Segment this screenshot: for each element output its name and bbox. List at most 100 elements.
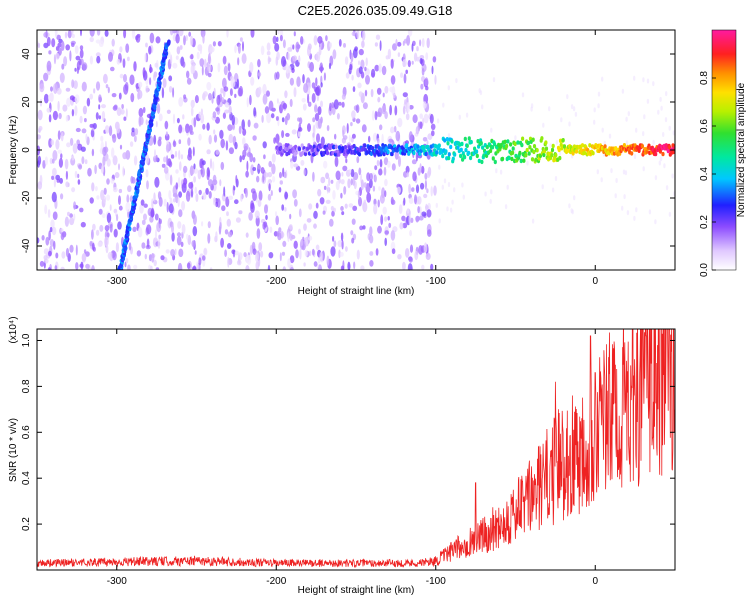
spectrogram-noise-blob: [257, 59, 261, 68]
spectrogram-noise-blob: [352, 175, 355, 187]
spectrogram-noise-blob: [314, 113, 320, 121]
spectrogram-noise-blob: [125, 258, 129, 264]
spectrogram-line-point: [666, 148, 670, 154]
spectrogram-noise-blob: [157, 191, 162, 200]
spectrogram-noise-blob: [417, 196, 422, 205]
spectrogram-noise-blob: [246, 160, 249, 172]
spectrogram-noise-blob: [288, 224, 293, 230]
spectrogram-noise-blob: [149, 66, 153, 73]
spectrogram-noise-blob: [255, 261, 260, 270]
spectrogram-noise-blob: [65, 247, 70, 258]
spectrogram-noise-blob: [56, 87, 62, 95]
spectrogram-noise-blob: [60, 266, 65, 270]
spectrogram-line-point: [469, 155, 473, 161]
spectrogram-noise-blob: [154, 62, 159, 68]
spectrogram-noise-blob: [307, 123, 311, 132]
spectrogram-noise-blob: [379, 124, 383, 131]
spectrogram-line-point: [538, 153, 543, 158]
spectrogram-faint-blob: [451, 199, 454, 205]
spectrogram-faint-blob: [672, 130, 675, 136]
spectrogram-line-point: [481, 145, 485, 150]
spectrogram-noise-blob: [406, 171, 410, 178]
spectrogram-noise-blob: [268, 160, 273, 168]
spectrogram-faint-blob: [551, 187, 555, 193]
spectrogram-line-point: [571, 151, 575, 156]
spectrogram-noise-blob: [351, 218, 356, 225]
spectrogram-noise-blob: [419, 58, 423, 65]
spectrogram-noise-blob: [47, 267, 52, 270]
spectrogram-noise-blob: [117, 221, 122, 230]
spectrogram-noise-blob: [340, 265, 345, 270]
spectrogram-noise-blob: [166, 109, 171, 115]
spectrogram-noise-blob: [361, 124, 367, 133]
spectrogram-noise-blob: [121, 104, 124, 109]
spectrogram-noise-blob: [378, 63, 382, 73]
spectrogram-noise-blob: [369, 251, 374, 256]
spectrogram-noise-blob: [176, 46, 181, 55]
spectrogram-line-point: [443, 138, 447, 143]
spectrogram-noise-blob: [198, 189, 202, 195]
spectrogram-noise-blob: [257, 199, 262, 207]
spectrogram-faint-blob: [504, 204, 508, 210]
spectrogram-noise-blob: [208, 134, 212, 145]
spectrogram-noise-blob: [273, 137, 276, 144]
spectrogram-faint-blob: [659, 156, 663, 162]
spectrogram-noise-blob: [376, 137, 380, 144]
spectrogram-noise-blob: [193, 163, 196, 170]
spectrogram-noise-blob: [52, 150, 58, 161]
y-tick-label: 0.2: [21, 517, 32, 531]
spectrogram-noise-blob: [331, 210, 335, 217]
spectrogram-noise-blob: [372, 132, 378, 142]
spectrogram-x-label: Height of straight line (km): [298, 286, 415, 297]
spectrogram-noise-blob: [65, 87, 71, 92]
spectrogram-noise-blob: [104, 236, 109, 247]
spectrogram-noise-blob: [281, 230, 284, 239]
spectrogram-line-point: [542, 149, 547, 154]
spectrogram-line-point: [450, 139, 454, 144]
spectrogram-noise-blob: [111, 147, 115, 158]
spectrogram-noise-blob: [62, 104, 68, 112]
spectrogram-noise-blob: [389, 104, 392, 116]
spectrogram-streak-point: [167, 39, 171, 45]
spectrogram-noise-blob: [242, 137, 246, 146]
spectrogram-faint-blob: [446, 206, 449, 212]
spectrogram-line-point: [550, 147, 555, 153]
spectrogram-line-point: [622, 143, 627, 148]
spectrogram-noise-blob: [421, 38, 425, 48]
spectrogram-noise-blob: [338, 39, 342, 47]
spectrogram-noise-blob: [351, 74, 354, 81]
spectrogram-noise-blob: [71, 109, 75, 117]
spectrogram-line-point: [532, 144, 537, 149]
spectrogram-noise-blob: [320, 82, 323, 88]
spectrogram-faint-blob: [596, 169, 599, 175]
spectrogram-faint-blob: [478, 88, 481, 94]
spectrogram-noise-blob: [199, 58, 205, 67]
spectrogram-noise-blob: [103, 187, 107, 195]
spectrogram-noise-blob: [49, 157, 53, 165]
spectrogram-noise-blob: [195, 193, 199, 203]
spectrogram-noise-blob: [352, 86, 356, 93]
y-tick-label: 0.6: [21, 425, 32, 439]
spectrogram-faint-blob: [573, 195, 576, 201]
spectrogram-noise-blob: [221, 205, 226, 212]
spectrogram-noise-blob: [198, 133, 202, 141]
spectrogram-noise-blob: [53, 54, 57, 65]
spectrogram-noise-blob: [328, 177, 331, 187]
spectrogram-noise-blob: [224, 109, 230, 114]
spectrogram-noise-blob: [270, 113, 275, 119]
spectrogram-noise-blob: [60, 228, 64, 233]
spectrogram-noise-blob: [406, 101, 411, 113]
spectrogram-noise-blob: [177, 196, 180, 208]
spectrogram-noise-blob: [123, 30, 127, 39]
spectrogram-line-point: [424, 151, 428, 157]
spectrogram-noise-blob: [249, 61, 254, 73]
spectrogram-line-point: [511, 146, 515, 151]
spectrogram-noise-blob: [223, 86, 229, 92]
spectrogram-noise-blob: [431, 65, 434, 75]
spectrogram-noise-blob: [48, 250, 52, 257]
spectrogram-noise-blob: [358, 66, 363, 74]
spectrogram-noise-blob: [380, 214, 384, 226]
spectrogram-line-point: [603, 144, 607, 149]
spectrogram-noise-blob: [145, 169, 149, 178]
spectrogram-noise-blob: [171, 223, 174, 234]
